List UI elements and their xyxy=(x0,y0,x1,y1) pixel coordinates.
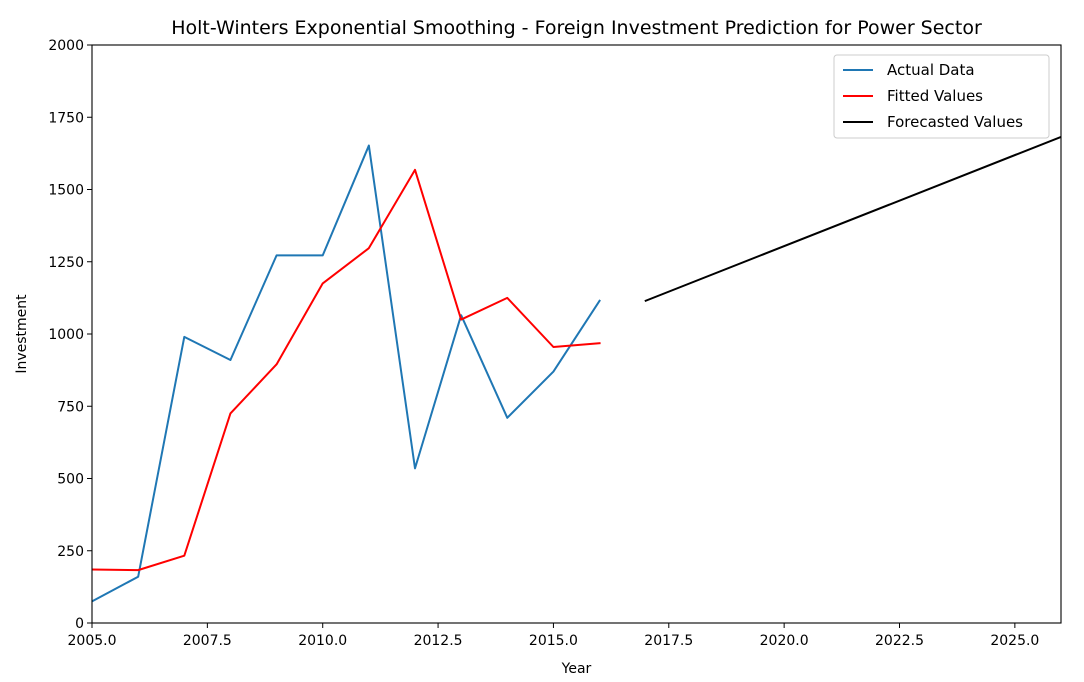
series-layer xyxy=(92,135,1061,603)
x-tick-label: 2017.5 xyxy=(644,633,693,649)
series-line-3 xyxy=(644,135,1061,303)
x-tick-label: 2022.5 xyxy=(875,633,924,649)
chart-title: Holt-Winters Exponential Smoothing - For… xyxy=(171,17,982,39)
axes-layer: 2005.0 2007.5 2010.0 2012.5 2015.0 2017.5 2020… xyxy=(48,38,1062,649)
legend: Actual Data Fitted Values Forecasted Value… xyxy=(833,54,1050,139)
legend-label-3: Forecasted Values xyxy=(887,113,1023,131)
y-tick-label: 250 xyxy=(57,544,84,560)
y-tick-label: 750 xyxy=(57,399,84,415)
y-tick-label: 2000 xyxy=(48,38,84,54)
x-tick-label: 2010.0 xyxy=(298,633,347,649)
y-tick-label: 1000 xyxy=(48,327,84,343)
series-line-2 xyxy=(92,168,601,572)
series-line-1 xyxy=(92,144,601,603)
y-tick-label: 1250 xyxy=(48,255,84,271)
y-tick-label: 0 xyxy=(75,616,84,632)
legend-box xyxy=(833,54,1050,139)
x-tick-label: 2005.0 xyxy=(68,633,117,649)
y-axis-title: Investment xyxy=(14,294,30,374)
x-tick-label: 2020.0 xyxy=(760,633,809,649)
x-tick-label: 2007.5 xyxy=(183,633,232,649)
y-tick-label: 1750 xyxy=(48,110,84,126)
x-tick-label: 2015.0 xyxy=(529,633,578,649)
y-tick-label: 1500 xyxy=(48,183,84,199)
legend-label-1: Actual Data xyxy=(887,61,975,79)
x-tick-label: 2025.0 xyxy=(990,633,1039,649)
x-tick-label: 2012.5 xyxy=(414,633,463,649)
y-tick-label: 500 xyxy=(57,472,84,488)
x-axis-title: Year xyxy=(561,661,592,677)
text-layer: Holt-Winters Exponential Smoothing - For… xyxy=(14,17,982,677)
legend-label-2: Fitted Values xyxy=(887,87,983,105)
